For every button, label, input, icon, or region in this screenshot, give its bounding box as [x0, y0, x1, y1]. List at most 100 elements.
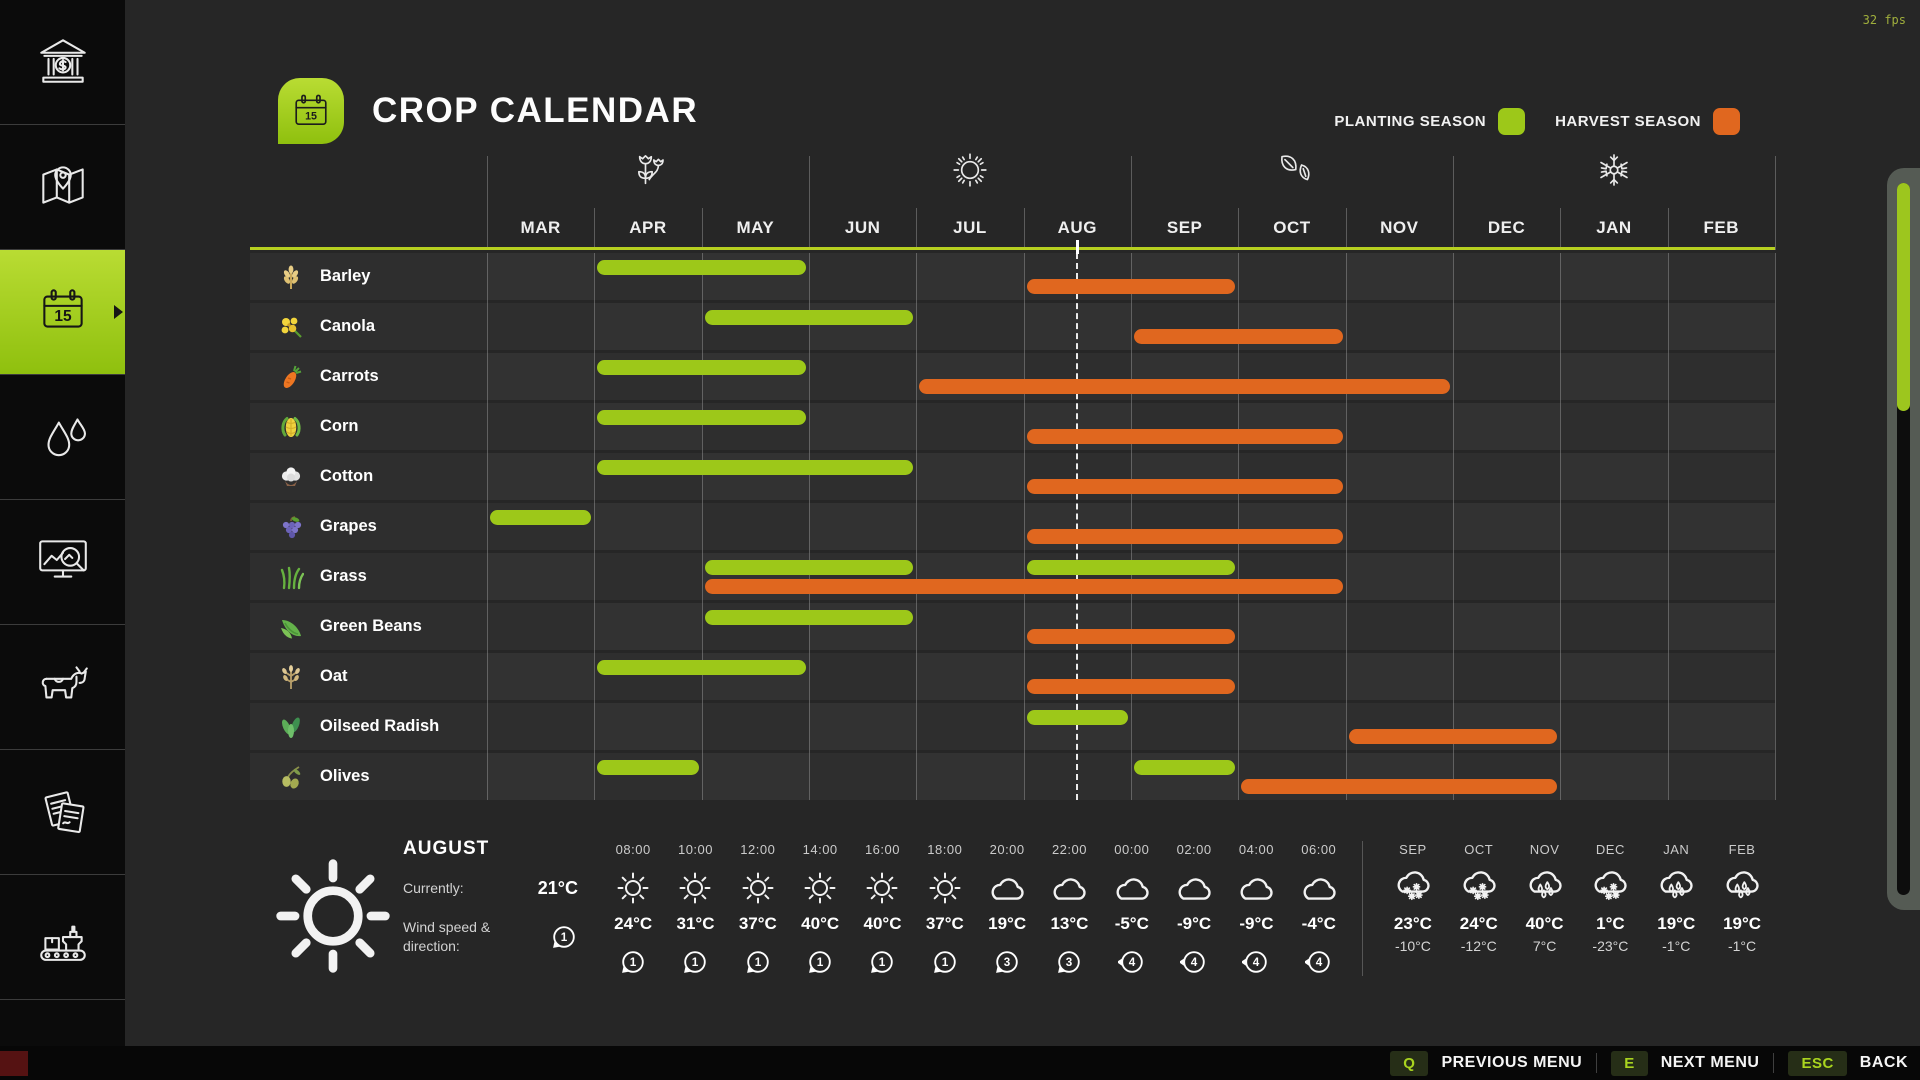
crop-row-grass: Grass	[250, 553, 1775, 600]
sidebar-item-finances[interactable]	[0, 0, 125, 125]
rain-cloud-icon	[1512, 864, 1578, 912]
crop-track	[487, 453, 1775, 500]
forecast-time: 06:00	[1301, 842, 1337, 857]
sidebar-item-calendar[interactable]: 15	[0, 250, 125, 375]
forecast-low: -23°C	[1592, 938, 1629, 954]
month-boundary-tick	[487, 156, 488, 250]
month-label-jun: JUN	[844, 218, 881, 237]
forecast-time: 14:00	[802, 842, 838, 857]
cotton-icon	[278, 464, 304, 490]
grapes-icon	[278, 514, 304, 540]
month-boundary-tick	[1131, 156, 1132, 250]
menu-item-next-menu[interactable]: E NEXT MENU	[1611, 1050, 1760, 1076]
crop-row-oat: Oat	[250, 653, 1775, 700]
scrollbar-track[interactable]	[1897, 183, 1910, 895]
rain-cloud-icon	[1709, 864, 1775, 912]
hourly-forecast-0800: 08:00 24°C 1	[602, 833, 664, 1013]
monthly-forecast-nov: NOV 40°C 7°C	[1512, 833, 1578, 1013]
legend-planting-label: PLANTING SEASON	[1334, 113, 1487, 130]
forecast-time: 12:00	[740, 842, 776, 857]
green-beans-icon	[278, 614, 304, 640]
wind-label: Wind speed & direction:	[403, 919, 491, 954]
menu-label: NEXT MENU	[1660, 1054, 1760, 1071]
forecast-month: DEC	[1595, 842, 1625, 857]
crop-row-olives: Olives	[250, 753, 1775, 800]
sidebar-item-statistics[interactable]	[0, 500, 125, 625]
sidebar-item-weather[interactable]	[0, 375, 125, 500]
crop-name: Olives	[320, 767, 370, 785]
crop-row-canola: Canola	[250, 303, 1775, 350]
current-temperature: 21°C	[537, 878, 578, 898]
oat-icon	[278, 664, 304, 690]
crop-label: Oilseed Radish	[250, 714, 487, 740]
barley-icon	[278, 264, 304, 290]
monthly-forecast-sep: SEP 23°C -10°C	[1380, 833, 1446, 1013]
rain-cloud-icon	[1643, 864, 1709, 912]
month-label-mar: MAR	[520, 218, 561, 237]
sidebar-item-map[interactable]	[0, 125, 125, 250]
crop-track	[487, 303, 1775, 350]
month-label-apr: APR	[629, 218, 667, 237]
sidebar-item-production[interactable]	[0, 875, 125, 1000]
sun-season-icon	[950, 150, 990, 195]
scrollbar-thumb[interactable]	[1897, 183, 1910, 411]
month-label-dec: DEC	[1487, 218, 1526, 237]
sun-icon	[789, 864, 851, 912]
sun-icon	[914, 864, 976, 912]
sidebar-item-animals[interactable]	[0, 625, 125, 750]
crop-name: Carrots	[320, 367, 379, 385]
planting-bar	[597, 760, 699, 775]
planting-bar	[704, 610, 914, 625]
carrot-icon	[278, 364, 304, 390]
wind-direction-badge: 4	[1304, 948, 1333, 976]
svg-text:1: 1	[942, 956, 949, 969]
month-label-oct: OCT	[1273, 218, 1311, 237]
svg-text:1: 1	[630, 956, 637, 969]
documents-icon	[34, 781, 92, 844]
harvest-bar	[1026, 679, 1236, 694]
menu-item-back[interactable]: ESC BACK	[1788, 1050, 1908, 1076]
map-icon	[34, 156, 92, 219]
month-label-jul: JUL	[953, 218, 987, 237]
forecast-time: 16:00	[864, 842, 900, 857]
crop-track	[487, 603, 1775, 650]
month-boundary-tick	[1238, 208, 1240, 250]
wind-direction-badge: 1	[550, 923, 578, 951]
planting-bar	[597, 410, 806, 425]
forecast-time: 04:00	[1238, 842, 1274, 857]
sun-icon	[664, 864, 726, 912]
crop-track	[487, 353, 1775, 400]
forecast-temp: 40°C	[863, 914, 902, 933]
month-boundary-tick	[1453, 156, 1454, 250]
crop-row-cotton: Cotton	[250, 453, 1775, 500]
chart-underline	[250, 247, 1775, 250]
forecast-time: 18:00	[927, 842, 963, 857]
month-boundary-tick	[1023, 208, 1025, 250]
forecast-temp: 40°C	[801, 914, 840, 933]
harvest-bar	[1134, 329, 1343, 344]
season-icons	[487, 150, 1775, 194]
menu-separator	[1773, 1053, 1775, 1073]
crop-track	[487, 553, 1775, 600]
harvest-bar	[1026, 429, 1343, 444]
monthly-forecast: SEP 23°C -10°C OCT 24°C -12°C NOV 40°C 7°C DEC 1°C…	[1380, 833, 1775, 1013]
crop-name: Oilseed Radish	[320, 717, 440, 735]
crop-label: Green Beans	[250, 614, 487, 640]
forecast-time: 22:00	[1051, 842, 1087, 857]
month-label-jan: JAN	[1596, 218, 1632, 237]
planting-bar	[597, 460, 914, 475]
fps-counter: 32 fps	[1862, 13, 1906, 27]
forecast-low: -10°C	[1394, 938, 1431, 954]
month-label-sep: SEP	[1166, 218, 1203, 237]
snow-cloud-icon	[1446, 864, 1512, 912]
sun-icon	[851, 864, 913, 912]
monthly-forecast-oct: OCT 24°C -12°C	[1446, 833, 1512, 1013]
forecast-temp: -4°C	[1301, 914, 1336, 933]
red-indicator	[0, 1051, 28, 1076]
forecast-low: -12°C	[1460, 938, 1497, 954]
oilseed-radish-icon	[278, 714, 304, 740]
hourly-forecast-0200: 02:00 -9°C 4	[1163, 833, 1225, 1013]
harvest-bar	[1241, 779, 1558, 794]
sidebar-item-contracts[interactable]	[0, 750, 125, 875]
menu-item-previous-menu[interactable]: Q PREVIOUS MENU	[1390, 1050, 1582, 1076]
